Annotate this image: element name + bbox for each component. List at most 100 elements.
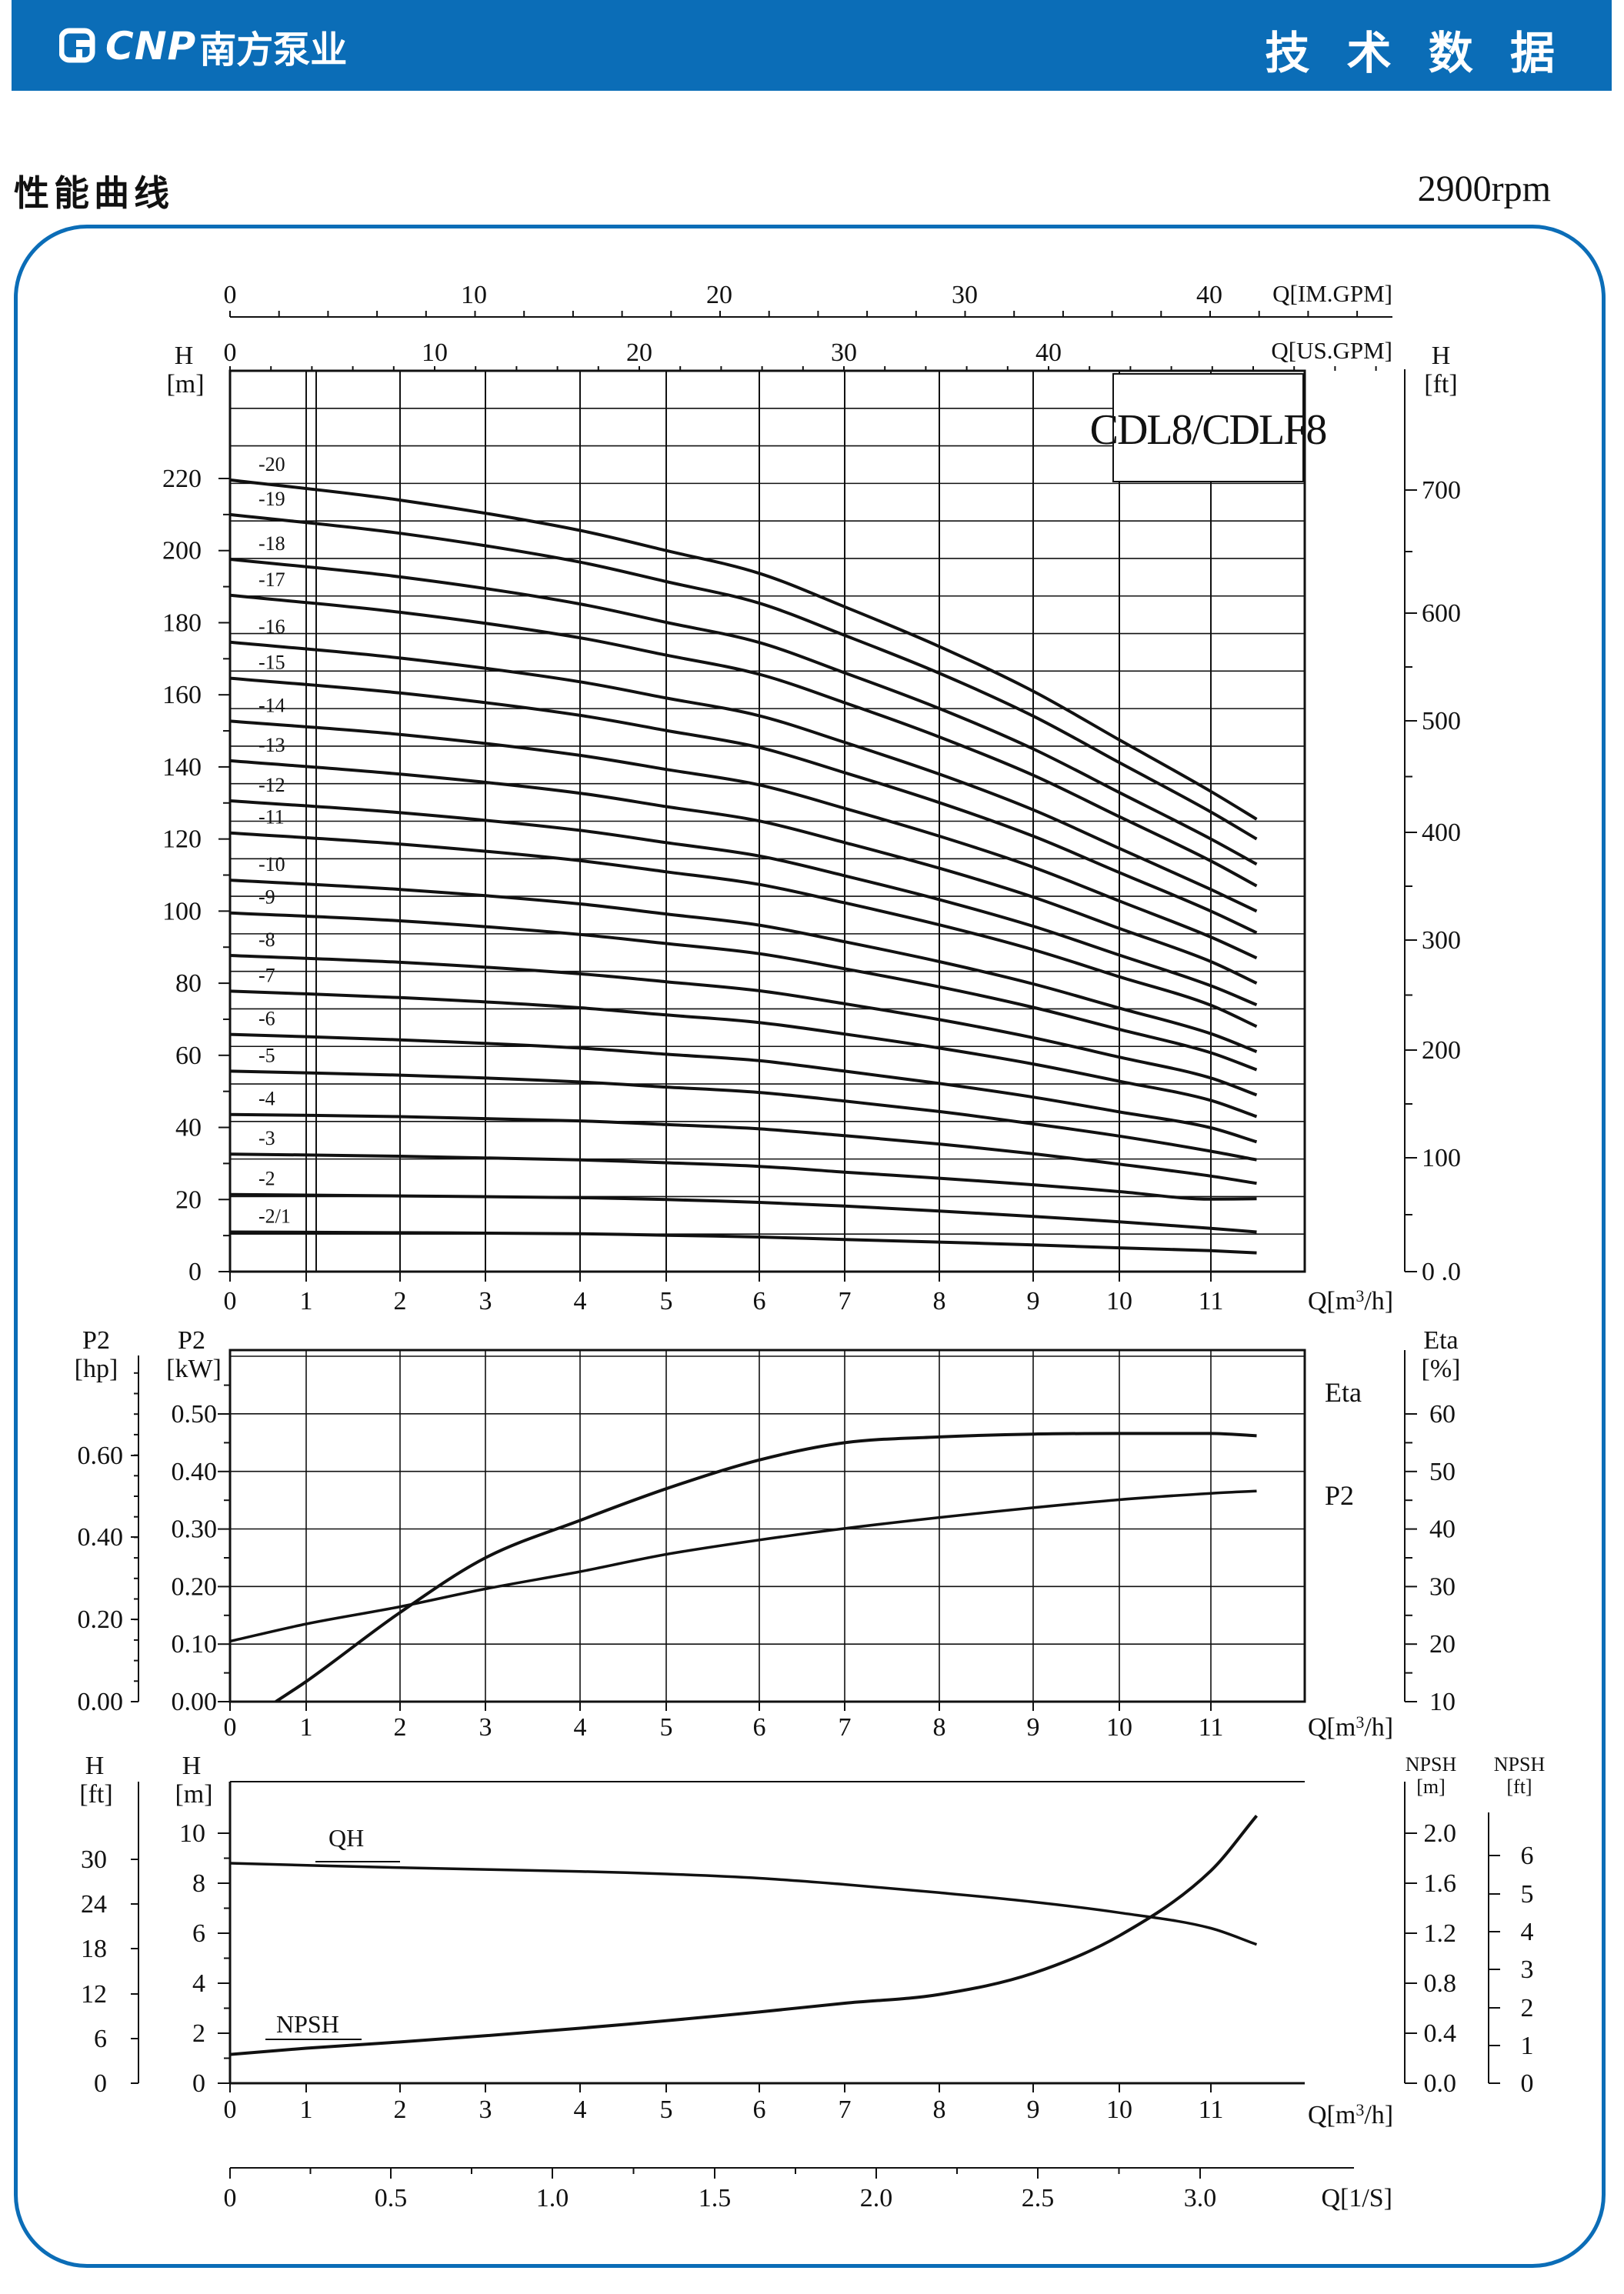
hq-curve-label: -14: [258, 694, 285, 716]
us-gpm-tick-label: 20: [626, 338, 652, 367]
model-label-box: [1112, 373, 1304, 482]
hq-curve--16: [229, 640, 1258, 913]
ft-tick-label-3: 18: [81, 1935, 107, 1963]
x-tick-label-3: 5: [660, 2096, 673, 2124]
y-tick-label: 120: [162, 825, 202, 854]
page-title: 性能曲线: [14, 172, 174, 214]
hq-curve-label: -7: [258, 964, 275, 986]
xlabel-im-gpm: Q[IM.GPM]: [1272, 280, 1392, 307]
eta-tick-label: 10: [1429, 1688, 1456, 1716]
us-gpm-tick-label: 0: [224, 338, 237, 367]
x-tick-label-2: 4: [574, 1713, 587, 1742]
qh-curve-label: QH: [328, 1824, 364, 1852]
kw-tick-label: 0.40: [172, 1458, 218, 1486]
hq-curve-label: -19: [258, 488, 285, 510]
hp-tick-label: 0.60: [78, 1442, 124, 1470]
ft-tick-label-3: 24: [81, 1890, 107, 1919]
im-gpm-tick-label: 30: [952, 281, 978, 309]
ylabel-p2-kw: P2: [178, 1326, 205, 1355]
hq-curve--9: [229, 911, 1258, 1072]
ft-tick-label-3: 30: [81, 1846, 107, 1874]
y-tick-label: 180: [162, 609, 202, 637]
m-tick-label: 10: [179, 1819, 205, 1848]
us-gpm-tick-label: 30: [831, 338, 857, 367]
x-tick-label-2: 1: [300, 1713, 313, 1742]
xlabel-q-m3h: Q[m3/h]: [1308, 1286, 1393, 1315]
hq-curve--12: [229, 799, 1258, 1007]
hq-curve-label: -6: [258, 1008, 275, 1030]
y-tick-label: 0: [188, 1258, 202, 1286]
x-tick-label: 5: [660, 1287, 673, 1315]
x-tick-label-2: 10: [1106, 1713, 1132, 1742]
x-tick-label: 8: [933, 1287, 946, 1315]
hq-curve-label: -4: [258, 1088, 275, 1110]
x-tick-label-2: 5: [660, 1713, 673, 1742]
xlabel-q-m3h-3: Q[m3/h]: [1308, 2100, 1393, 2129]
ylabel-p2-kw-unit: [kW]: [166, 1355, 222, 1383]
ylabel-h-ft: H: [1432, 342, 1451, 370]
cnp-logo-icon: [59, 28, 95, 63]
eta-tick-label: 20: [1429, 1630, 1456, 1659]
hq-curve--6: [229, 1032, 1258, 1144]
npsh-ft-tick-label: 3: [1521, 1956, 1534, 1984]
x-tick-label-3: 9: [1027, 2096, 1040, 2124]
hq-curve--18: [229, 558, 1258, 866]
x-tick-label-3: 4: [574, 2096, 587, 2124]
ft-tick-label: 500: [1422, 707, 1461, 735]
x-tick-label-3: 6: [753, 2096, 766, 2124]
x-tick-label-2: 8: [933, 1713, 946, 1742]
y-tick-label: 200: [162, 537, 202, 565]
x-tick-label-2: 2: [394, 1713, 407, 1742]
ls-tick-label: 1.0: [536, 2184, 569, 2212]
ylabel-p2-hp-unit: [hp]: [75, 1355, 118, 1383]
kw-tick-label: 0.30: [172, 1515, 218, 1544]
npsh-ft-tick-label: 0: [1521, 2069, 1534, 2098]
x-tick-label-3: 11: [1199, 2096, 1224, 2124]
hp-tick-label: 0.00: [78, 1688, 124, 1716]
hq-curve--5: [229, 1069, 1257, 1162]
npsh-m-tick-label: 2.0: [1424, 1819, 1457, 1848]
hq-curve-label: -5: [258, 1044, 275, 1066]
xlabel-us-gpm: Q[US.GPM]: [1271, 337, 1392, 364]
ft-tick-label-3: 0: [94, 2069, 107, 2098]
x-tick-label: 6: [753, 1287, 766, 1315]
hp-tick-label: 0.20: [78, 1605, 124, 1634]
x-tick-label: 9: [1027, 1287, 1040, 1315]
kw-tick-label: 0.00: [172, 1688, 218, 1716]
hq-curve-label: -13: [258, 734, 285, 756]
section-right-title: 技 术 数 据: [1265, 27, 1566, 79]
y-tick-label: 80: [175, 969, 202, 998]
x-tick-label-3: 2: [394, 2096, 407, 2124]
hq-curve-label: -16: [258, 615, 285, 638]
p2-curve-label: P2: [1325, 1480, 1354, 1511]
ls-tick-label: 2.0: [860, 2184, 893, 2212]
npsh-m-tick-label: 0.0: [1424, 2069, 1457, 2098]
hq-curve-label: -9: [258, 886, 275, 909]
hq-curve--10: [229, 879, 1258, 1053]
us-gpm-tick-label: 40: [1035, 338, 1062, 367]
x-tick-label-2: 9: [1027, 1713, 1040, 1742]
x-tick-label: 7: [839, 1287, 852, 1315]
brand: CNP 南方泵业: [59, 15, 347, 77]
y-tick-label: 40: [175, 1114, 202, 1142]
npsh-curve-label: NPSH: [276, 2010, 339, 2038]
hq-curve-label: -17: [258, 568, 285, 591]
hq-curve-label: -12: [258, 774, 285, 796]
ylabel-npsh-ft-unit: [ft]: [1506, 1776, 1532, 1798]
kw-tick-label: 0.50: [172, 1400, 218, 1429]
ft-tick-label: 100: [1422, 1144, 1461, 1172]
model-label: CDL8/CDLF8: [1090, 406, 1326, 454]
m-tick-label: 8: [192, 1869, 205, 1898]
x-tick-label-2: 3: [479, 1713, 492, 1742]
npsh-m-tick-label: 1.2: [1424, 1919, 1457, 1948]
ls-tick-label: 1.5: [699, 2184, 732, 2212]
y-tick-label: 20: [175, 1185, 202, 1214]
x-tick-label: 11: [1199, 1287, 1224, 1315]
im-gpm-tick-label: 20: [706, 281, 732, 309]
hq-curve--8: [229, 954, 1258, 1097]
hq-curve--20: [229, 478, 1258, 821]
hq-curve--2/1: [229, 1230, 1257, 1255]
hq-curve-label: -20: [258, 453, 285, 475]
npsh-curve: [229, 1815, 1259, 2056]
hq-curve-label: -15: [258, 652, 285, 674]
